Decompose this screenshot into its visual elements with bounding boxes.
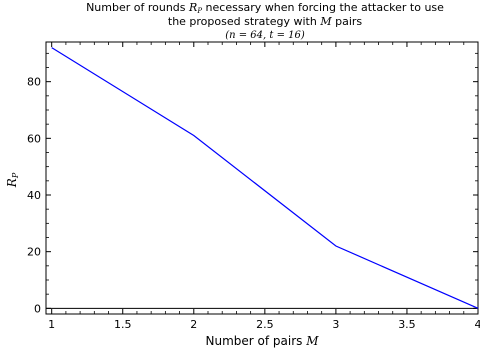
x-ticks: 1 1.5 2 2.5 3 3.5 4 <box>48 42 480 331</box>
x-tick-label: 3 <box>332 318 339 331</box>
y-tick-label: 60 <box>27 132 41 145</box>
plot-frame <box>45 41 479 315</box>
x-tick-label: 1.5 <box>114 318 132 331</box>
x-axis-label: Number of pairs M <box>205 334 319 348</box>
y-tick-label: 0 <box>34 302 41 315</box>
x-tick-label: 2 <box>190 318 197 331</box>
y-ticks: 0 20 40 60 80 <box>27 52 478 315</box>
y-tick-label: 80 <box>27 76 41 89</box>
x-tick-label: 2.5 <box>256 318 274 331</box>
chart-title-line-2: the proposed strategy with M pairs <box>168 15 363 28</box>
series-group <box>51 47 479 309</box>
x-tick-label: 4 <box>475 318 480 331</box>
chart-subtitle: (n = 64, t = 16) <box>225 30 305 41</box>
x-tick-label: 1 <box>48 318 55 331</box>
y-tick-label: 40 <box>27 189 41 202</box>
y-axis-label: RP <box>5 172 20 188</box>
series-line <box>51 47 479 309</box>
y-tick-label: 20 <box>27 246 41 259</box>
chart-title-line-1: Number of rounds RP necessary when forci… <box>86 1 444 15</box>
x-tick-label: 3.5 <box>398 318 416 331</box>
